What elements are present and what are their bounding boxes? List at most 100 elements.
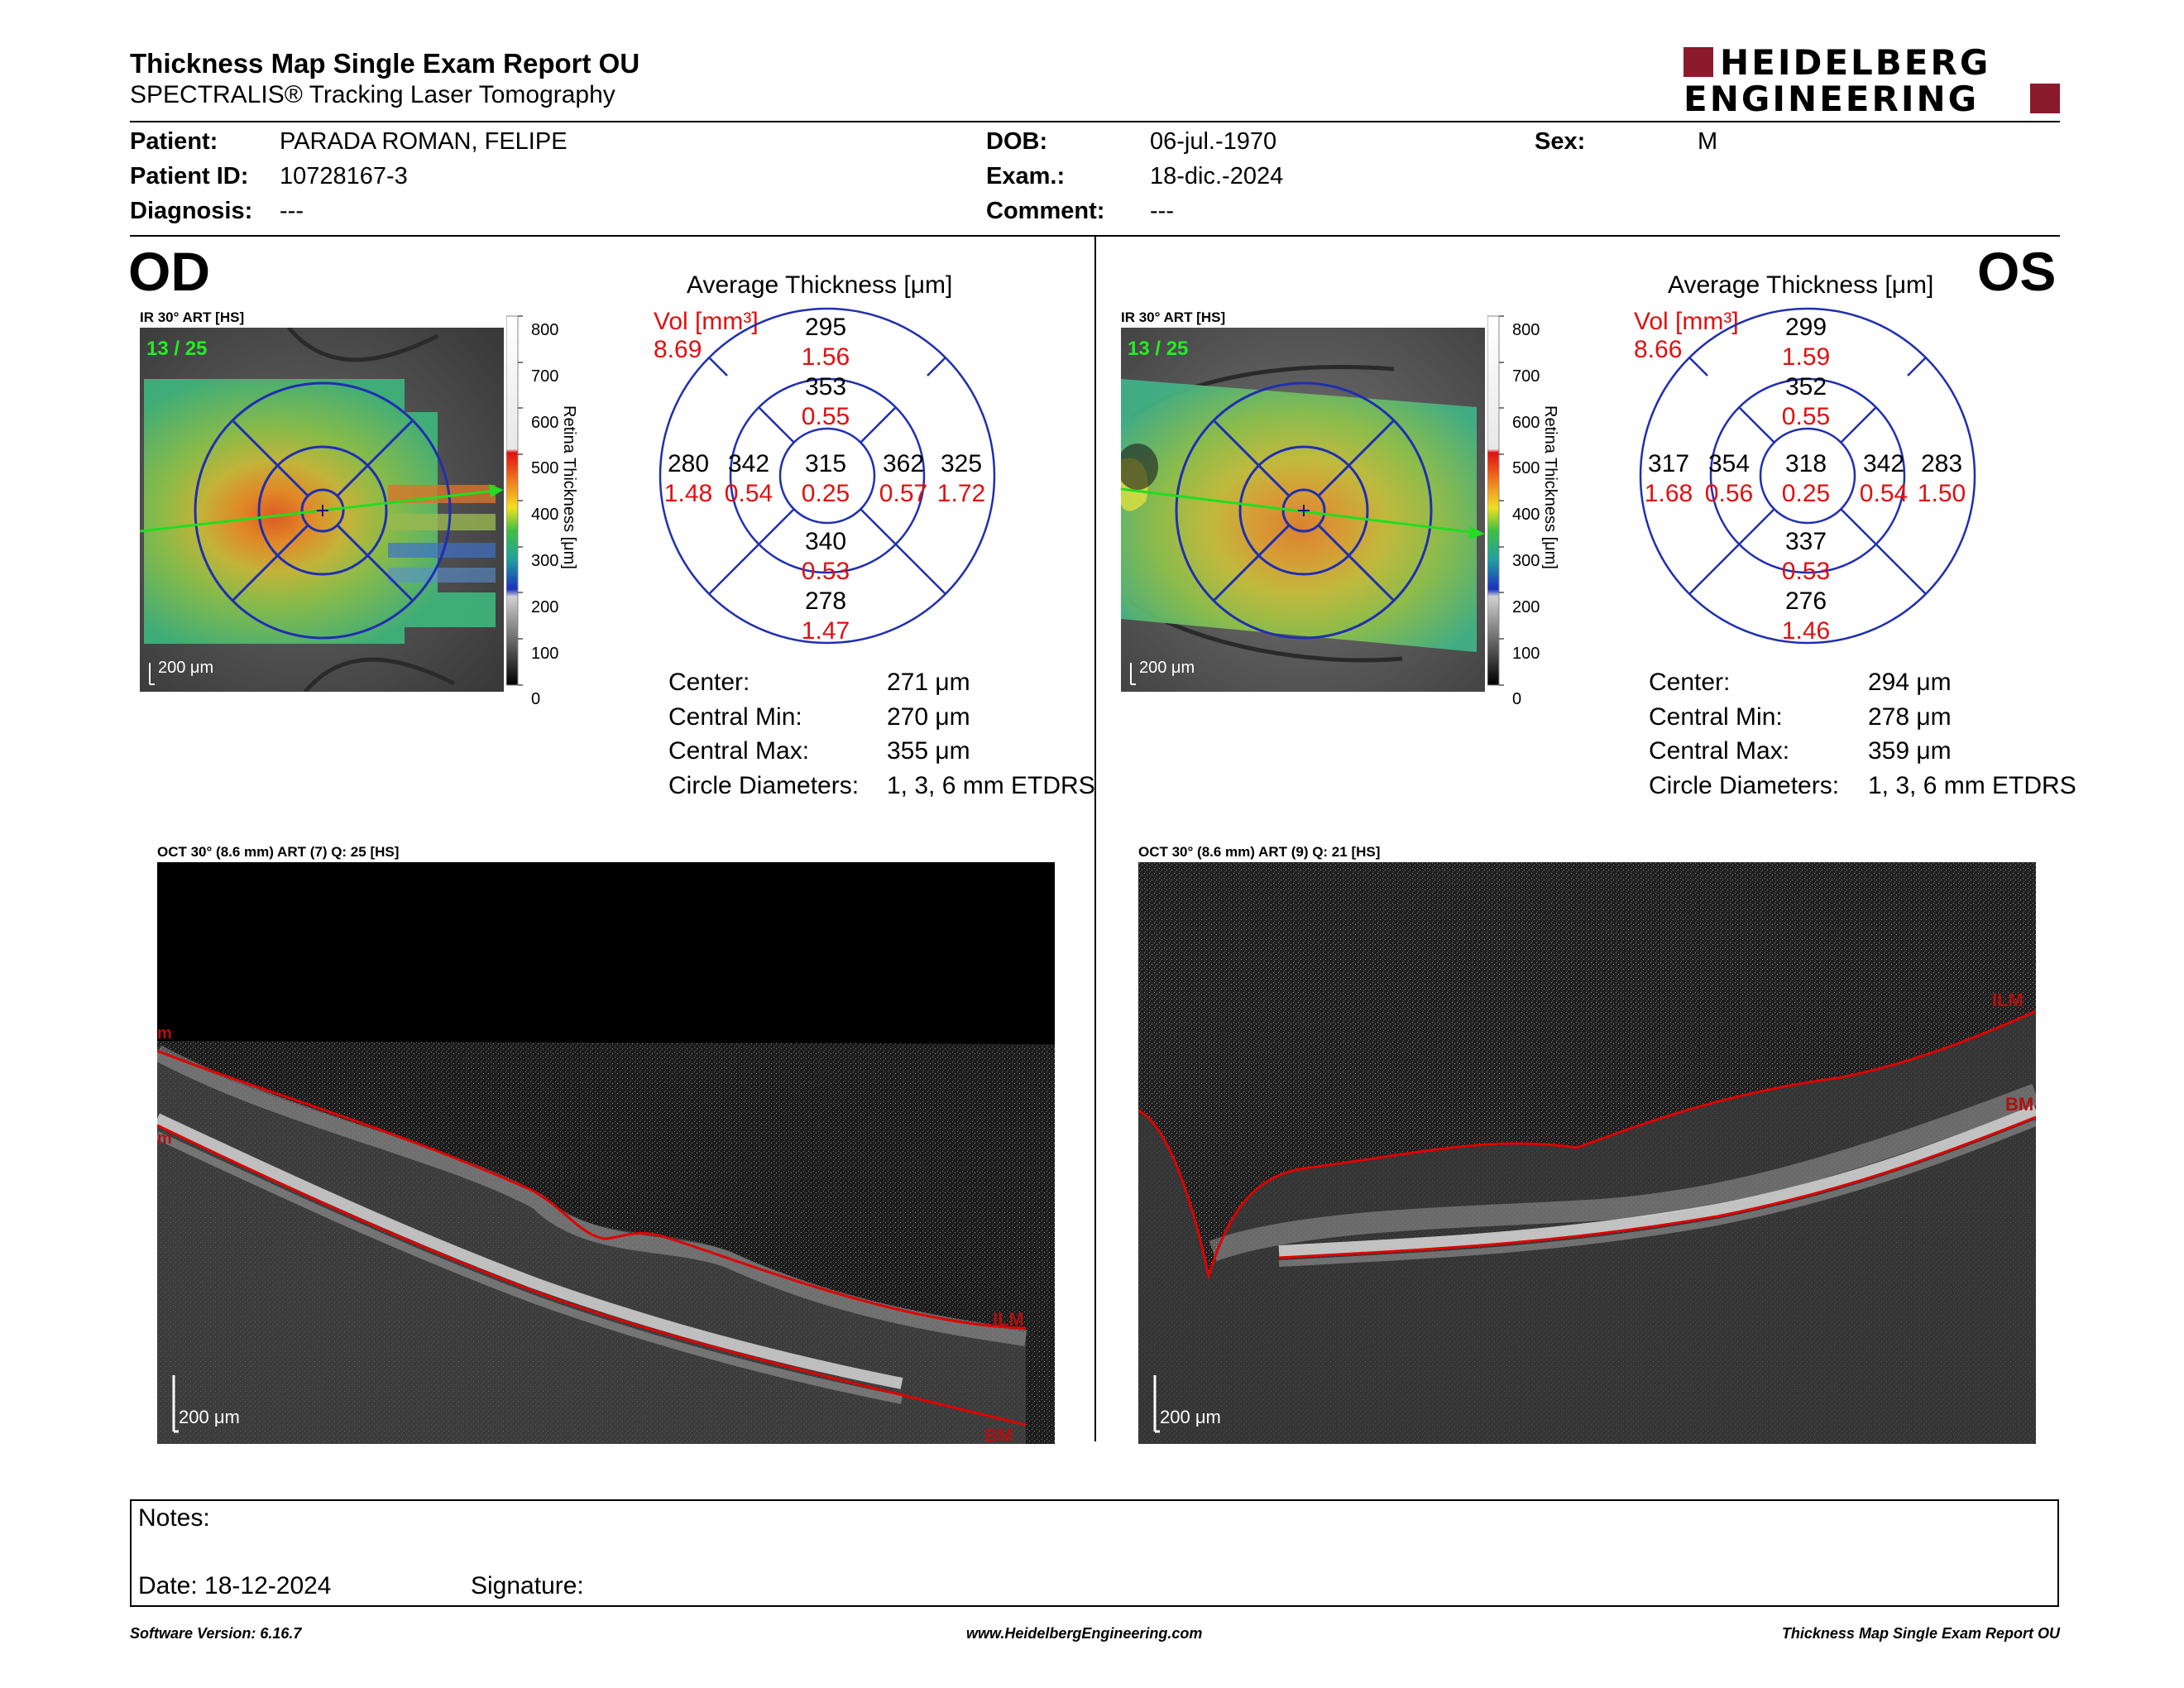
os-tick-500: 500 xyxy=(1512,459,1540,478)
os-inner-inf-thickness: 337 xyxy=(1784,528,1827,555)
os-frame-count: 13 / 25 xyxy=(1128,338,1188,360)
os-tick-600: 600 xyxy=(1512,413,1540,432)
logo-square-top xyxy=(1684,47,1713,77)
os-tick-400: 400 xyxy=(1512,506,1540,525)
os-outer-inf-thickness: 276 xyxy=(1784,587,1827,615)
os-center-label: Center: xyxy=(1649,669,1731,696)
os-inner-inf-volume: 0.53 xyxy=(1781,558,1831,585)
od-center-value: 271 μm xyxy=(887,669,970,696)
os-inner-right-thickness: 342 xyxy=(1862,450,1905,477)
od-center-volume: 0.25 xyxy=(801,480,850,507)
od-center-thickness: 315 xyxy=(804,450,847,477)
od-diam-value: 1, 3, 6 mm ETDRS xyxy=(887,772,1095,799)
os-inner-right-volume: 0.54 xyxy=(1859,480,1909,507)
od-inner-inf-volume: 0.53 xyxy=(801,558,850,585)
od-inner-sup-volume: 0.55 xyxy=(801,403,850,430)
od-outer-sup-volume: 1.56 xyxy=(801,343,850,371)
footer-report-name: Thickness Map Single Exam Report OU xyxy=(1781,1625,2060,1642)
od-outer-right-volume: 1.72 xyxy=(936,480,986,507)
od-ilm-edge: m xyxy=(157,1024,172,1043)
od-tick-200: 200 xyxy=(531,597,559,616)
od-oct-scale-bar: 200 μm xyxy=(179,1407,240,1427)
od-min-label: Central Min: xyxy=(668,703,802,731)
sex-value: M xyxy=(1698,128,1718,155)
os-min-value: 278 μm xyxy=(1868,703,1952,731)
os-etdrs-grid xyxy=(1638,306,1977,645)
os-ir-label: IR 30° ART [HS] xyxy=(1121,309,1226,325)
od-outer-inf-volume: 1.47 xyxy=(801,617,850,645)
patient-id: 10728167-3 xyxy=(280,163,408,189)
od-scale-ticks: 800 700 600 500 400 300 200 100 0 xyxy=(531,308,558,723)
od-tick-100: 100 xyxy=(531,644,559,663)
os-max-label: Central Max: xyxy=(1649,737,1790,765)
os-scale-axis-label: Retina Thickness [μm] xyxy=(1541,405,1559,569)
os-eye-label: OS xyxy=(1977,241,2057,302)
sex-label: Sex: xyxy=(1535,128,1586,155)
od-vol-label: Vol [mm³] xyxy=(654,308,759,335)
od-tick-700: 700 xyxy=(531,367,559,386)
info-rule xyxy=(130,235,2060,237)
dob-label: DOB: xyxy=(986,128,1048,155)
od-oct-bscan: m m ILM BM 200 μm xyxy=(153,862,1055,1446)
header-rule xyxy=(130,121,2060,122)
os-outer-right-thickness: 283 xyxy=(1920,450,1963,477)
os-fundus-map: 13 / 25 200 μm xyxy=(1117,328,1485,692)
od-inner-sup-thickness: 353 xyxy=(804,373,847,400)
od-ir-label: IR 30° ART [HS] xyxy=(140,309,245,325)
od-thickness-scale xyxy=(505,313,572,693)
comment-label: Comment: xyxy=(986,198,1105,224)
report-title: Thickness Map Single Exam Report OU xyxy=(130,48,640,79)
od-max-value: 355 μm xyxy=(887,737,970,765)
od-oct-label: OCT 30° (8.6 mm) ART (7) Q: 25 [HS] xyxy=(157,844,400,860)
od-avg-title: Average Thickness [μm] xyxy=(687,271,953,299)
exam-value: 18-dic.-2024 xyxy=(1150,163,1284,189)
notes-date: Date: 18-12-2024 xyxy=(138,1572,332,1599)
os-inner-left-volume: 0.56 xyxy=(1704,480,1754,507)
footer-website[interactable]: www.HeidelbergEngineering.com xyxy=(966,1625,1203,1642)
os-scale-bar: 200 μm xyxy=(1139,659,1195,677)
os-vol-value: 8.66 xyxy=(1634,336,1683,363)
os-outer-inf-volume: 1.46 xyxy=(1781,617,1831,645)
od-center-label: Center: xyxy=(668,669,750,696)
notes-signature: Signature: xyxy=(471,1572,584,1599)
comment-value: --- xyxy=(1150,198,1174,224)
os-outer-left-thickness: 317 xyxy=(1647,450,1690,477)
os-diam-label: Circle Diameters: xyxy=(1649,772,1840,799)
os-tick-100: 100 xyxy=(1512,644,1540,663)
os-inner-sup-thickness: 352 xyxy=(1784,373,1827,400)
od-outer-right-thickness: 325 xyxy=(940,450,983,477)
od-fundus-map: 13 / 25 200 μm xyxy=(139,326,504,693)
heidelberg-logo: HEIDELBERG ENGINEERING xyxy=(1684,42,2060,119)
os-oct-scale-bar: 200 μm xyxy=(1160,1407,1221,1427)
os-diam-value: 1, 3, 6 mm ETDRS xyxy=(1868,772,2076,799)
os-ilm-label: ILM xyxy=(1992,990,2024,1010)
od-tick-300: 300 xyxy=(531,551,559,570)
os-tick-700: 700 xyxy=(1512,367,1540,386)
os-inner-left-thickness: 354 xyxy=(1707,450,1751,477)
od-tick-400: 400 xyxy=(531,506,559,525)
od-scale-axis-label: Retina Thickness [μm] xyxy=(560,405,578,569)
os-oct-label: OCT 30° (8.6 mm) ART (9) Q: 21 [HS] xyxy=(1138,844,1381,860)
os-outer-sup-volume: 1.59 xyxy=(1781,343,1831,371)
logo-line1: HEIDELBERG xyxy=(1720,42,1991,83)
od-tick-0: 0 xyxy=(531,690,541,709)
os-tick-800: 800 xyxy=(1512,321,1540,339)
diagnosis-label: Diagnosis: xyxy=(130,198,253,224)
os-outer-left-volume: 1.68 xyxy=(1644,480,1693,507)
logo-line2: ENGINEERING xyxy=(1684,79,1980,119)
od-frame-count: 13 / 25 xyxy=(146,338,207,360)
footer-software: Software Version: 6.16.7 xyxy=(130,1625,302,1642)
od-bm-edge: m xyxy=(157,1129,172,1148)
os-inner-sup-volume: 0.55 xyxy=(1781,403,1831,430)
os-avg-title: Average Thickness [μm] xyxy=(1668,271,1934,299)
patient-id-label: Patient ID: xyxy=(130,163,249,189)
od-diam-label: Circle Diameters: xyxy=(668,772,860,799)
os-max-value: 359 μm xyxy=(1868,737,1952,765)
patient-label: Patient: xyxy=(130,128,218,155)
os-center-value: 294 μm xyxy=(1868,669,1952,696)
os-tick-200: 200 xyxy=(1512,597,1540,616)
diagnosis-value: --- xyxy=(280,198,304,224)
os-outer-sup-thickness: 299 xyxy=(1784,314,1827,341)
od-min-value: 270 μm xyxy=(887,703,970,731)
od-bm-label: BM xyxy=(984,1425,1013,1444)
